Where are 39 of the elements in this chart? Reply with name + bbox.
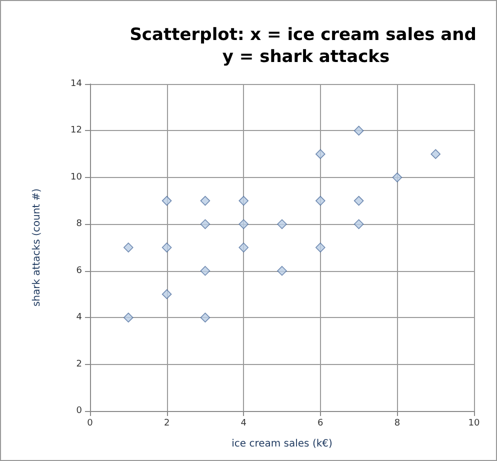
point [162,289,172,300]
point [316,149,326,159]
y-tick-label: 10 [70,172,82,182]
point [316,242,326,252]
y-tick-label: 4 [76,312,82,323]
point [392,172,402,182]
x-tick-label: 8 [394,418,400,428]
point [200,196,210,206]
point [316,196,326,206]
x-axis-title: ice cream sales (k€) [232,438,333,450]
y-tick-label: 14 [70,79,82,89]
x-tick-label: 4 [240,418,247,428]
x-tick-label: 2 [164,418,170,428]
y-axis-title: shark attacks (count #) [32,188,42,307]
x-tick-label: 10 [468,418,480,428]
point [200,219,210,230]
y-tick-label: 2 [76,359,82,370]
point [162,196,172,206]
x-tick-label: 6 [318,418,324,428]
y-tick-label: 0 [76,406,82,416]
point [124,242,134,252]
y-tick-label: 12 [70,126,82,136]
point [354,196,364,206]
point [354,219,364,230]
point [277,266,287,276]
point [162,242,172,252]
y-tick-label: 6 [76,266,82,276]
point [124,312,134,322]
chart-title: Scatterplot: x = ice cream sales and y = shark attacks [130,25,482,67]
point [277,219,287,230]
y-tick-label: 8 [76,219,82,230]
point [430,149,440,159]
point [238,219,248,230]
x-tick-label: 0 [87,418,94,428]
point [354,126,364,136]
point [238,196,248,206]
point [238,242,248,252]
point [200,312,210,322]
point [200,266,210,276]
